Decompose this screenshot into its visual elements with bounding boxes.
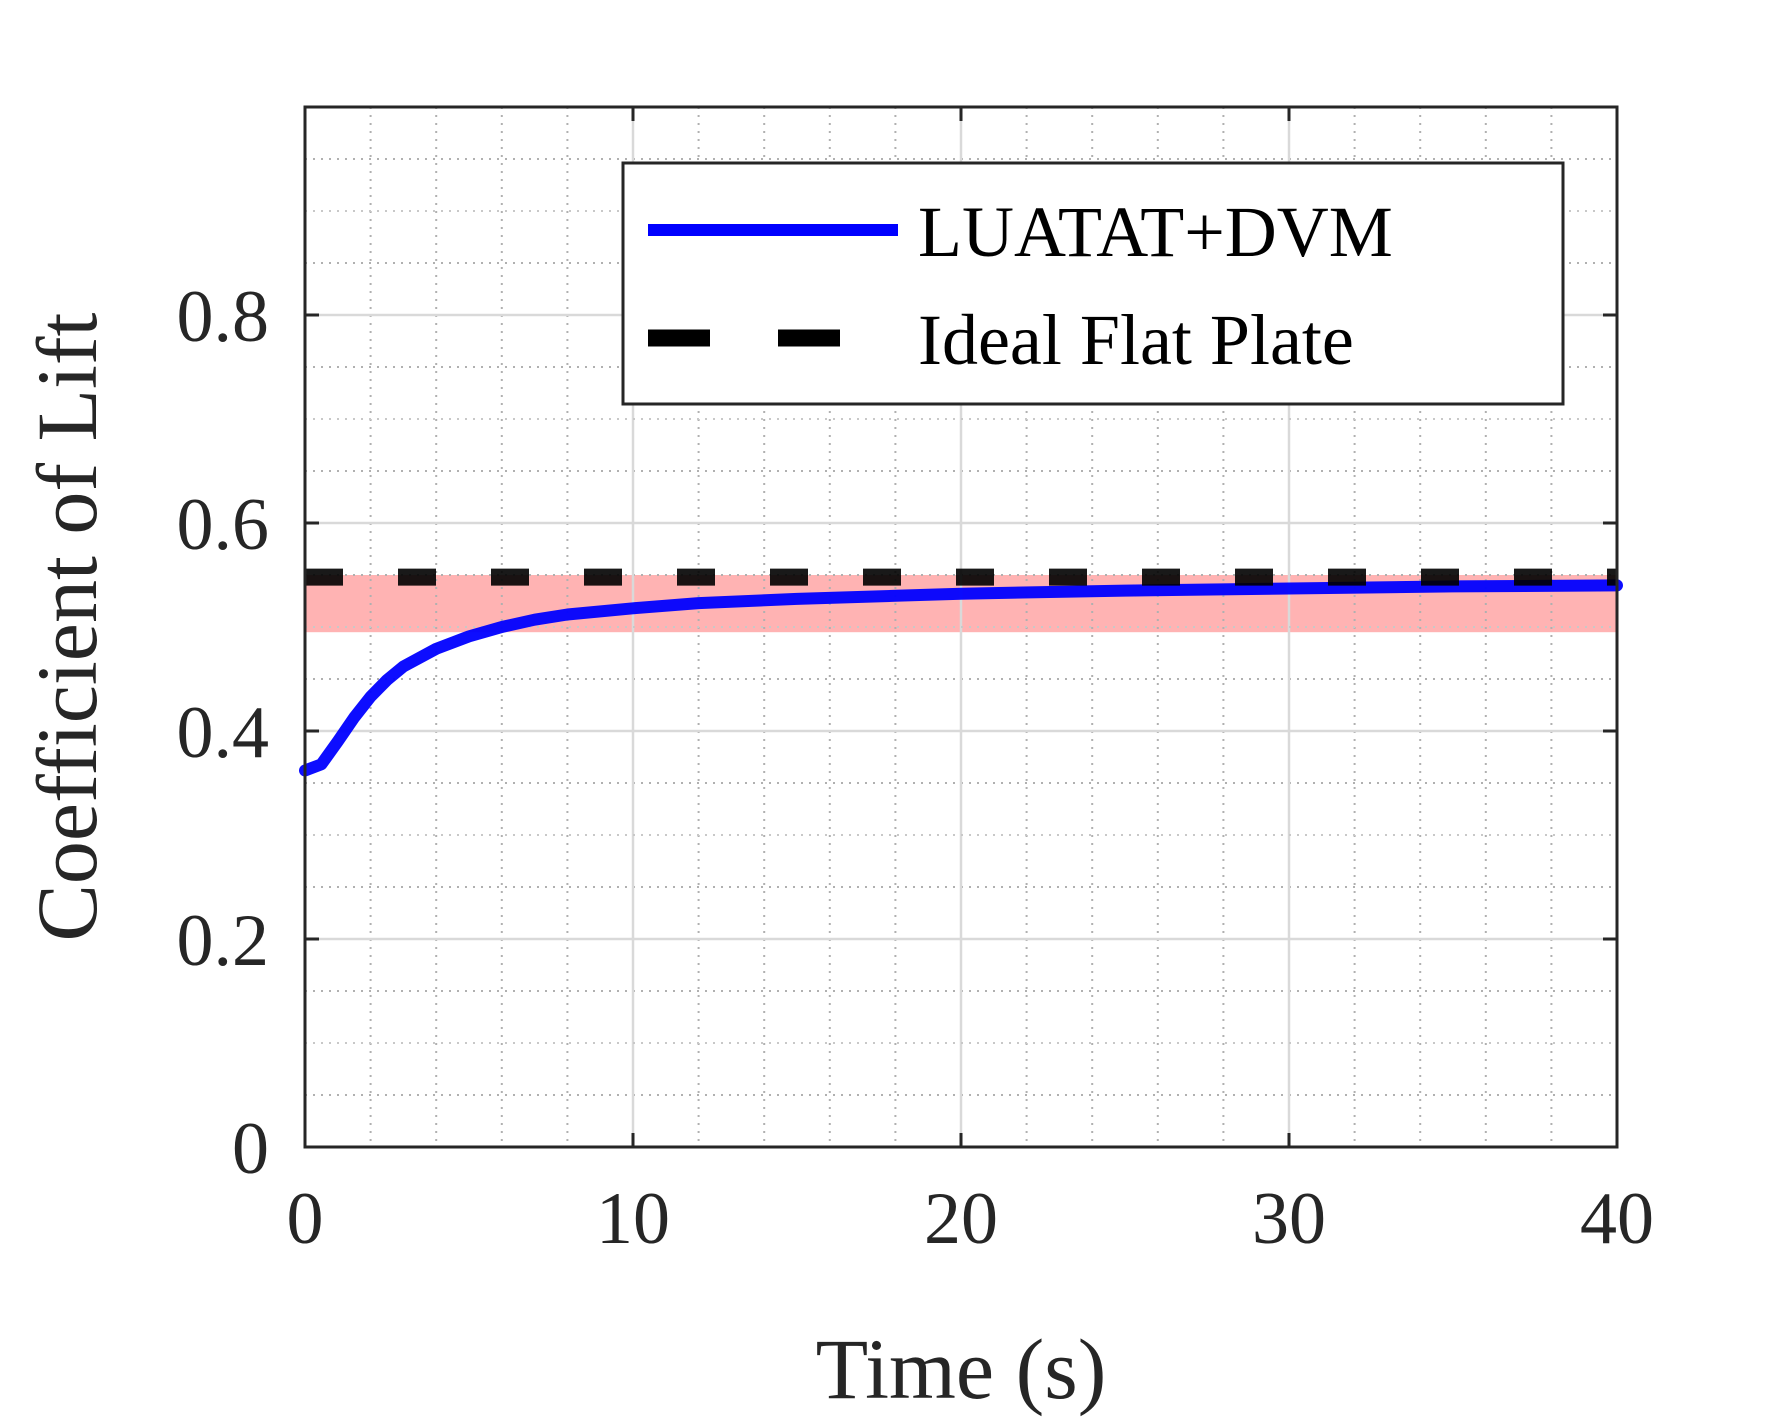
y-tick-label: 0.2 xyxy=(177,900,270,982)
series-line-1 xyxy=(299,579,1623,777)
ticks-layer xyxy=(303,107,1619,1149)
y-tick-label: 0.8 xyxy=(177,276,270,358)
legend-box xyxy=(621,161,1565,406)
tick-labels: 0 10 20 30 40 0 0.2 0.4 0.6 0.8 xyxy=(177,276,1655,1260)
x-tick-label: 40 xyxy=(1580,1178,1654,1260)
legend-label-2: Ideal Flat Plate xyxy=(918,300,1354,380)
y-tick-label: 0 xyxy=(232,1108,269,1190)
legend-label-1: LUATAT+DVM xyxy=(918,192,1393,272)
y-axis-title: Coefficient of Lift xyxy=(19,312,115,941)
legend: LUATAT+DVM Ideal Flat Plate xyxy=(621,161,1565,406)
y-tick-label: 0.4 xyxy=(177,692,270,774)
y-tick-label: 0.6 xyxy=(177,484,270,566)
x-tick-label: 30 xyxy=(1252,1178,1326,1260)
x-axis-title: Time (s) xyxy=(816,1321,1107,1417)
series-layer xyxy=(299,568,1623,777)
x-tick-label: 10 xyxy=(596,1178,670,1260)
x-tick-label: 20 xyxy=(924,1178,998,1260)
x-tick-label: 0 xyxy=(287,1178,324,1260)
